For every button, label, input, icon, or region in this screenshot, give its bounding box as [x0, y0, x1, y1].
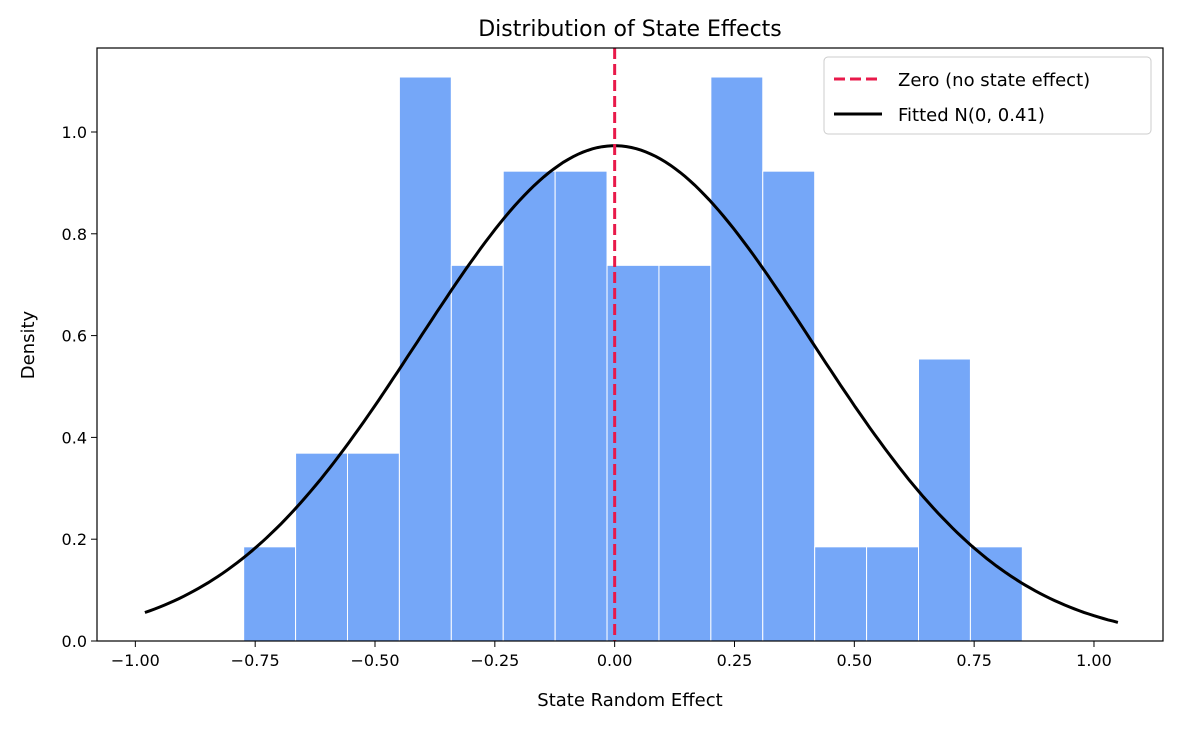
histogram-bar — [346, 452, 400, 642]
histogram-bar — [295, 452, 348, 642]
y-tick-label: 0.0 — [62, 632, 87, 651]
x-tick-label: 0.50 — [837, 651, 873, 670]
histogram-bar — [243, 546, 297, 642]
y-tick-label: 0.2 — [62, 530, 87, 549]
histogram-bar — [554, 170, 608, 642]
y-axis-label: Density — [18, 310, 39, 379]
x-tick-label: 1.00 — [1076, 651, 1112, 670]
histogram-bar — [398, 76, 452, 642]
y-tick-label: 1.0 — [62, 123, 87, 142]
chart-title: Distribution of State Effects — [478, 17, 782, 42]
histogram-bar — [762, 170, 816, 642]
histogram-bar — [814, 546, 868, 642]
x-tick-label: −1.00 — [111, 651, 160, 670]
legend-zero-label: Zero (no state effect) — [898, 70, 1090, 91]
histogram-bar — [710, 76, 764, 642]
legend: Zero (no state effect) Fitted N(0, 0.41) — [823, 56, 1152, 135]
histogram-bar — [658, 264, 712, 642]
y-tick-label: 0.8 — [62, 225, 87, 244]
x-tick-label: −0.50 — [350, 651, 399, 670]
plot-frame — [96, 47, 1164, 642]
x-tick-label: −0.75 — [231, 651, 280, 670]
legend-box — [823, 56, 1152, 135]
x-axis-label: State Random Effect — [537, 690, 722, 711]
y-tick-label: 0.6 — [62, 327, 87, 346]
histogram-bar — [450, 264, 504, 642]
histogram-bar — [502, 170, 556, 642]
legend-fitted-label: Fitted N(0, 0.41) — [898, 105, 1045, 126]
histogram-bar — [866, 546, 920, 642]
x-tick-label: 0.75 — [956, 651, 992, 670]
x-tick-label: 0.00 — [597, 651, 633, 670]
fitted-normal-curve — [144, 144, 1119, 624]
x-tick-label: 0.25 — [717, 651, 753, 670]
x-tick-label: −0.25 — [470, 651, 519, 670]
histogram-bar — [969, 546, 1023, 642]
y-tick-label: 0.4 — [62, 428, 87, 447]
